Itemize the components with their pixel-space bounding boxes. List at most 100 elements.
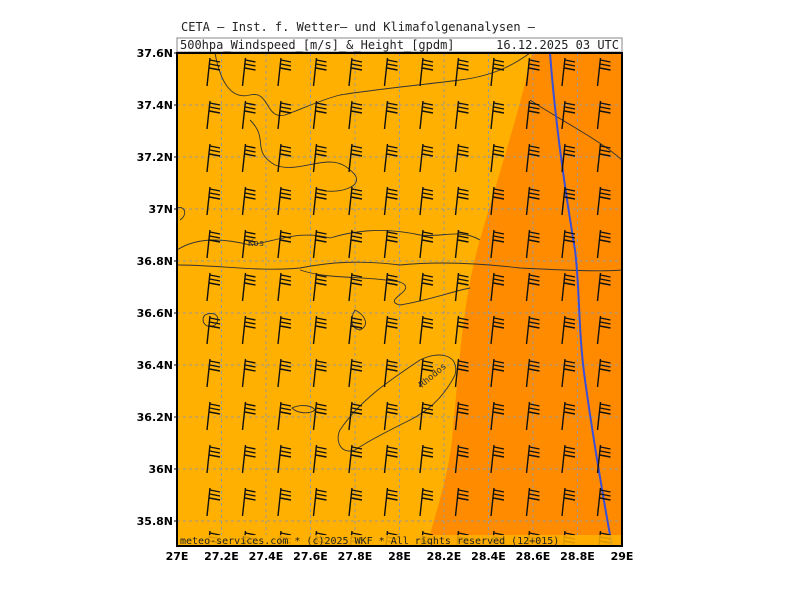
- footer-box: [177, 535, 622, 546]
- wind-barb: [419, 444, 434, 474]
- wind-barb: [419, 186, 434, 216]
- wind-barb: [277, 57, 292, 87]
- wind-barb: [277, 272, 292, 302]
- wind-barb: [241, 358, 256, 388]
- wind-barb: [206, 186, 221, 216]
- axes: 37.6N 37.4N 37.2N 37N 36.8N 36.6N 36.4N 36.2N 36…: [137, 47, 634, 563]
- wind-barb: [454, 100, 469, 130]
- wind-barb: [525, 57, 540, 87]
- wind-barb: [454, 57, 469, 87]
- header-parameter: 500hpa_Windspeed_[m/s]_&_Height_[gpdm]: [180, 38, 455, 52]
- wind-barb: [633, 445, 646, 473]
- wind-barb: [561, 100, 576, 130]
- wind-barb: [312, 315, 327, 345]
- wind-barb: [206, 143, 221, 173]
- wind-barb: [525, 272, 540, 302]
- wind-barb: [490, 57, 505, 87]
- wind-barb: [596, 186, 611, 216]
- wind-barb: [312, 229, 327, 259]
- wind-barb: [633, 101, 646, 129]
- wind-barb: [383, 100, 398, 130]
- wind-barb: [596, 444, 611, 474]
- wind-barb: [419, 358, 434, 388]
- wind-barb: [241, 100, 256, 130]
- wind-barb: [490, 100, 505, 130]
- lon-label: 28.4E: [471, 550, 506, 563]
- wind-barb: [383, 57, 398, 87]
- wind-barb: [561, 57, 576, 87]
- wind-barb: [525, 143, 540, 173]
- wind-barb: [277, 401, 292, 431]
- header-datetime: 16.12.2025 03 UTC: [496, 38, 619, 52]
- lat-label: 37N: [148, 203, 173, 216]
- wind-barb: [596, 229, 611, 259]
- wind-barb: [241, 272, 256, 302]
- map-frame: [176, 52, 623, 547]
- wind-barb: [490, 401, 505, 431]
- wind-barb: [525, 358, 540, 388]
- lon-label: 28.8E: [560, 550, 595, 563]
- wind-barb: [383, 401, 398, 431]
- wind-barb: [383, 444, 398, 474]
- coastlines: [177, 53, 622, 452]
- wind-barb: [383, 186, 398, 216]
- wind-barb: [348, 487, 363, 517]
- footer: meteo-services.com * (c)2025 WKF * All r…: [180, 536, 559, 547]
- wind-barb: [596, 100, 611, 130]
- wind-barb: [206, 229, 221, 259]
- lon-label: 28.2E: [427, 550, 462, 563]
- wind-barb: [490, 272, 505, 302]
- wind-barb: [419, 57, 434, 87]
- wind-barb: [383, 358, 398, 388]
- wind-barb: [206, 487, 221, 517]
- lon-label: 27E: [166, 550, 189, 563]
- wind-barb: [277, 487, 292, 517]
- wind-barb: [348, 272, 363, 302]
- wind-barb: [596, 143, 611, 173]
- field-high: [575, 53, 622, 546]
- lat-label: 37.4N: [137, 99, 173, 112]
- field-mid: [428, 53, 622, 546]
- height-contour: [549, 53, 613, 546]
- lat-label: 36.8N: [137, 255, 173, 268]
- wind-barb: [596, 57, 611, 87]
- wind-barb: [561, 186, 576, 216]
- wind-barb: [454, 401, 469, 431]
- wind-barb: [633, 144, 646, 172]
- wind-barb: [241, 229, 256, 259]
- wind-barb: [633, 488, 646, 516]
- wind-barb: [348, 229, 363, 259]
- wind-barb: [561, 143, 576, 173]
- wind-barb: [312, 100, 327, 130]
- wind-barb: [241, 315, 256, 345]
- wind-barb: [561, 358, 576, 388]
- wind-barb: [277, 315, 292, 345]
- wind-barb: [525, 229, 540, 259]
- wind-barb: [454, 315, 469, 345]
- wind-barb: [525, 186, 540, 216]
- wind-barb: [348, 315, 363, 345]
- lat-label: 35.8N: [137, 515, 173, 528]
- wind-barb: [633, 187, 646, 215]
- lat-label: 36.6N: [137, 307, 173, 320]
- wind-barb: [454, 272, 469, 302]
- lon-label: 27.4E: [249, 550, 284, 563]
- wind-barb: [241, 487, 256, 517]
- wind-barb: [454, 444, 469, 474]
- wind-barb: [277, 143, 292, 173]
- wind-barb: [383, 143, 398, 173]
- wind-barb: [206, 315, 221, 345]
- wind-barb: [277, 100, 292, 130]
- header-line: CETA – Inst. f. Wetter– und Klimafolgena…: [181, 20, 536, 34]
- wind-barb: [241, 143, 256, 173]
- wind-barb: [348, 100, 363, 130]
- lat-label: 36.2N: [137, 411, 173, 424]
- wind-barb: [206, 444, 221, 474]
- wind-barb: [206, 100, 221, 130]
- wind-barb: [633, 273, 646, 301]
- wind-barb: [383, 487, 398, 517]
- wind-barb: [419, 229, 434, 259]
- wind-barb: [454, 186, 469, 216]
- wind-barb: [490, 186, 505, 216]
- wind-barb: [633, 230, 646, 258]
